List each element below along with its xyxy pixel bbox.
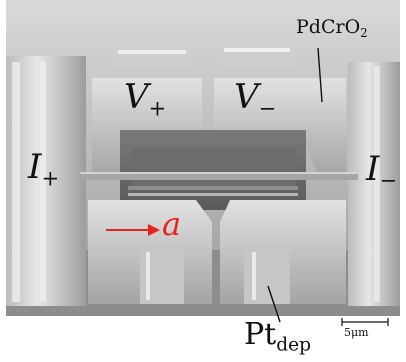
axis-arrowhead (148, 224, 160, 236)
iminus-label: I− (366, 152, 397, 190)
iminus-label-main: I (366, 149, 380, 189)
axis-a-label: a (162, 205, 182, 243)
vplus-label-main: V (124, 77, 149, 117)
iplus-label-sub: + (41, 165, 60, 191)
sample-bar (80, 172, 358, 180)
scale-bar-label: 5μm (344, 326, 369, 339)
iplus-label: I+ (28, 150, 59, 188)
pt-dep-label-sub: dep (276, 334, 312, 356)
pt-leader (267, 285, 281, 323)
vplus-block (92, 78, 202, 176)
vminus-label-main: V (234, 77, 259, 117)
pt-dep-label-main: Pt (244, 317, 277, 352)
pt-contact-right (244, 246, 290, 304)
top-ridge-right (222, 44, 292, 68)
vminus-block (214, 78, 346, 176)
pt-dep-label: Ptdep (244, 320, 311, 355)
pdcro2-label-sub: 2 (360, 26, 368, 41)
vplus-label-sub: + (148, 95, 167, 121)
vminus-label: V− (234, 80, 276, 118)
vminus-label-sub: − (258, 95, 277, 121)
pdcro2-label: PdCrO2 (296, 18, 368, 40)
pdcro2-leader (317, 47, 323, 103)
pdcro2-label-main: PdCrO (296, 16, 361, 38)
iminus-label-sub: − (379, 167, 398, 193)
vplus-label: V+ (124, 80, 166, 118)
top-ridge-left (116, 46, 188, 68)
iplus-label-main: I (28, 147, 42, 187)
